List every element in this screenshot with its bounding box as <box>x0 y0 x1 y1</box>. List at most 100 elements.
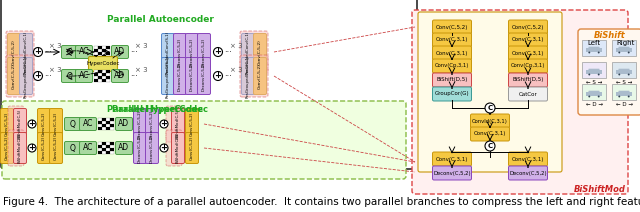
FancyBboxPatch shape <box>198 33 211 71</box>
Text: × 3: × 3 <box>134 67 147 73</box>
Bar <box>98 52 102 55</box>
Bar <box>586 48 602 52</box>
Text: BiShiftMod: BiShiftMod <box>574 184 626 194</box>
Bar <box>98 70 102 73</box>
FancyBboxPatch shape <box>8 33 20 71</box>
Text: HyperCodec: HyperCodec <box>86 61 120 67</box>
Circle shape <box>618 96 620 98</box>
Circle shape <box>618 74 620 75</box>
Bar <box>102 79 106 82</box>
Text: AD: AD <box>118 144 129 152</box>
Circle shape <box>28 144 36 152</box>
Text: Conv(C,5,2): Conv(C,5,2) <box>190 136 194 160</box>
Text: ResGroupedConv(C,1): ResGroupedConv(C,1) <box>24 54 28 98</box>
Bar <box>98 145 102 148</box>
Bar <box>110 151 114 154</box>
FancyBboxPatch shape <box>145 109 159 139</box>
FancyBboxPatch shape <box>166 106 182 142</box>
Bar <box>102 127 106 130</box>
FancyBboxPatch shape <box>79 141 97 155</box>
Text: Conv(C,3,1): Conv(C,3,1) <box>474 131 506 137</box>
FancyBboxPatch shape <box>253 57 266 95</box>
FancyBboxPatch shape <box>172 132 184 163</box>
Text: Conv(C,5,2): Conv(C,5,2) <box>42 136 46 160</box>
FancyBboxPatch shape <box>412 10 628 194</box>
FancyBboxPatch shape <box>588 91 600 95</box>
FancyBboxPatch shape <box>509 59 547 73</box>
Bar <box>586 70 602 74</box>
FancyBboxPatch shape <box>8 57 20 95</box>
Bar <box>106 118 110 121</box>
Text: BiShift: BiShift <box>594 31 626 39</box>
Bar <box>616 70 632 74</box>
Text: GroupCor(G): GroupCor(G) <box>435 92 469 96</box>
Text: ← S →: ← S → <box>616 80 632 85</box>
Bar <box>102 124 106 127</box>
Bar <box>98 76 102 79</box>
FancyBboxPatch shape <box>76 46 93 59</box>
Bar <box>98 79 102 82</box>
Text: × 3: × 3 <box>230 43 243 49</box>
Text: Left: Left <box>588 40 600 46</box>
Text: ...: ... <box>130 70 138 78</box>
Circle shape <box>485 141 495 151</box>
FancyBboxPatch shape <box>172 109 184 139</box>
Text: Right: Right <box>617 40 635 46</box>
FancyBboxPatch shape <box>19 57 33 95</box>
Text: +: + <box>161 144 168 152</box>
FancyBboxPatch shape <box>1 0 417 169</box>
Bar <box>110 148 114 151</box>
Text: Deconv(C,5,2): Deconv(C,5,2) <box>190 37 194 67</box>
Bar <box>616 48 632 52</box>
Bar <box>110 118 114 121</box>
Bar <box>106 79 110 82</box>
FancyBboxPatch shape <box>241 33 255 71</box>
FancyBboxPatch shape <box>509 166 547 180</box>
Circle shape <box>33 47 42 57</box>
FancyBboxPatch shape <box>38 132 51 163</box>
Bar <box>102 76 106 79</box>
Bar <box>106 73 110 76</box>
Text: ResGroupedConv(S,1): ResGroupedConv(S,1) <box>166 31 170 74</box>
Text: BiShift(D,5): BiShift(D,5) <box>436 78 468 82</box>
Text: +: + <box>29 144 35 152</box>
Text: × 3: × 3 <box>49 67 61 73</box>
Bar <box>106 70 110 73</box>
Text: ...: ... <box>44 70 52 78</box>
Bar <box>102 121 106 124</box>
FancyBboxPatch shape <box>618 47 630 50</box>
Text: Deconv(C,5,2): Deconv(C,5,2) <box>138 133 142 163</box>
Bar <box>98 121 102 124</box>
FancyBboxPatch shape <box>433 152 472 166</box>
Text: Conv(C,5,2): Conv(C,5,2) <box>12 39 16 65</box>
Bar <box>110 127 114 130</box>
FancyBboxPatch shape <box>173 57 186 95</box>
Bar <box>98 118 102 121</box>
Circle shape <box>160 144 168 152</box>
Circle shape <box>628 52 630 53</box>
FancyBboxPatch shape <box>161 57 175 95</box>
Text: Deconv(C,5,2): Deconv(C,5,2) <box>190 61 194 91</box>
Text: +: + <box>214 47 221 57</box>
Text: Parallel HyperCodec: Parallel HyperCodec <box>107 106 203 114</box>
FancyBboxPatch shape <box>509 87 547 101</box>
FancyBboxPatch shape <box>198 57 211 95</box>
Text: Conv(C,5,2): Conv(C,5,2) <box>54 112 58 136</box>
FancyBboxPatch shape <box>111 46 129 59</box>
Bar <box>102 52 106 55</box>
FancyBboxPatch shape <box>433 59 472 73</box>
Bar <box>102 151 106 154</box>
FancyBboxPatch shape <box>433 87 472 101</box>
Circle shape <box>588 52 590 53</box>
FancyBboxPatch shape <box>79 117 97 131</box>
Bar <box>110 142 114 145</box>
Text: Q: Q <box>70 144 76 152</box>
Text: Deconv(C,5,2): Deconv(C,5,2) <box>138 109 142 139</box>
FancyBboxPatch shape <box>241 57 255 95</box>
Bar <box>612 84 636 100</box>
FancyBboxPatch shape <box>418 12 562 172</box>
FancyBboxPatch shape <box>115 117 132 131</box>
Text: Conv(C,5,2): Conv(C,5,2) <box>12 63 16 89</box>
Text: +: + <box>29 120 35 128</box>
Bar <box>106 127 110 130</box>
